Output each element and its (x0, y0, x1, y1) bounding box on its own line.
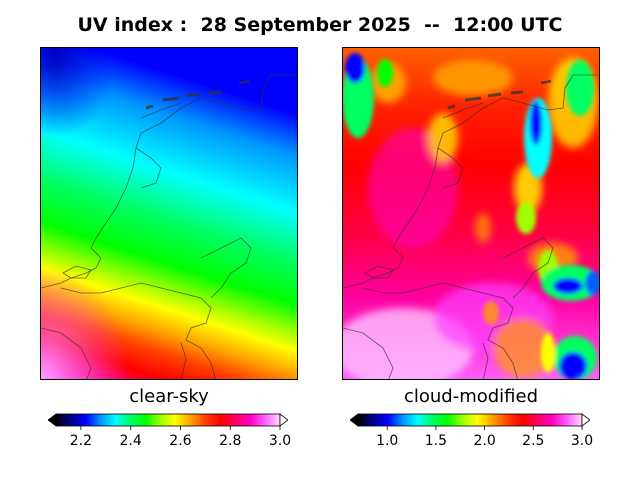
cloud-modified-map (342, 47, 600, 380)
colorbar-tick-label: 3.0 (268, 433, 292, 449)
colorbar-tick-label: 2.4 (119, 433, 142, 449)
clear-sky-label: clear-sky (129, 386, 209, 407)
colorbar-tick-label: 2.0 (473, 433, 496, 449)
chart-title: UV index : 28 September 2025 -- 12:00 UT… (77, 14, 563, 36)
cloud-modified-label: cloud-modified (403, 386, 539, 407)
colorbar-max-extend (279, 413, 288, 427)
cloud-modified-colorbar (350, 413, 590, 430)
colorbar-tick-label: 2.5 (522, 433, 545, 449)
colorbar-min-extend (48, 413, 57, 427)
colorbar-tick-label: 1.5 (424, 433, 448, 449)
colorbar-tick-label: 2.6 (169, 433, 192, 449)
clear-sky-colorbar (48, 413, 288, 430)
clear-sky-field (41, 48, 297, 379)
colorbar-tick-label: 2.8 (219, 433, 242, 449)
colorbar-body (55, 413, 281, 427)
coastline-right (343, 74, 599, 379)
colorbar-min-extend (350, 413, 359, 427)
colorbar-tick-label: 3.0 (570, 433, 594, 449)
colorbar-tick-label: 1.0 (376, 433, 399, 449)
clear-sky-map (40, 47, 298, 380)
colorbar-tick-label: 2.2 (69, 433, 93, 449)
coastline-left (41, 74, 297, 379)
cloud-modified-field (343, 48, 599, 379)
colorbar-max-extend (581, 413, 590, 427)
colorbar-body (357, 413, 583, 427)
